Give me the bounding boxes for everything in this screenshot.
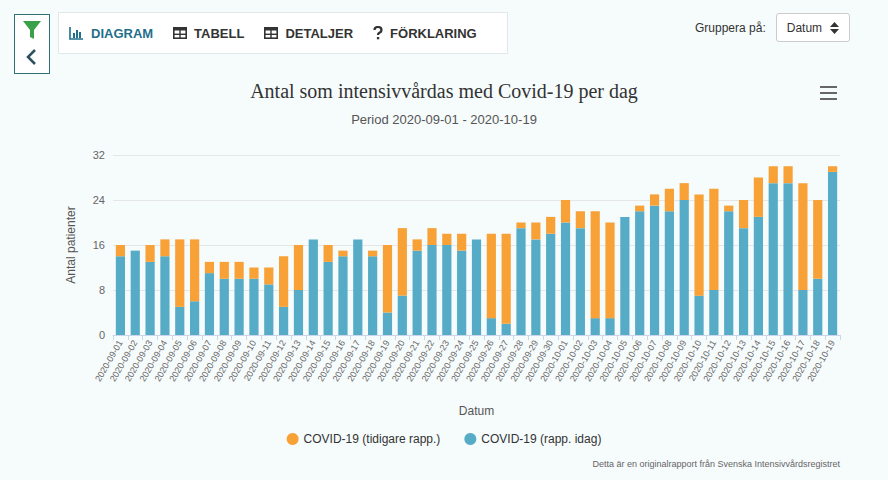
- svg-text:2020-10-02: 2020-10-02: [553, 338, 585, 384]
- svg-text:2020-10-07: 2020-10-07: [627, 338, 659, 384]
- svg-text:2020-09-03: 2020-09-03: [122, 338, 155, 384]
- svg-text:COVID-19 (tidigare rapp.): COVID-19 (tidigare rapp.): [304, 432, 441, 446]
- svg-text:2020-10-06: 2020-10-06: [612, 338, 644, 384]
- svg-text:2020-10-14: 2020-10-14: [731, 338, 763, 384]
- html-text:Gruppera på:: Gruppera på:: [695, 20, 766, 35]
- svg-text:2020-09-23: 2020-09-23: [419, 338, 452, 384]
- svg-text:Antal patienter: Antal patienter: [64, 206, 78, 283]
- svg-text:2020-09-10: 2020-09-10: [226, 338, 259, 384]
- svg-text:2020-10-18: 2020-10-18: [790, 338, 823, 384]
- svg-text:2020-09-01: 2020-09-01: [93, 338, 125, 384]
- svg-text:16: 16: [93, 239, 105, 251]
- svg-text:8: 8: [99, 284, 105, 296]
- svg-text:32: 32: [93, 149, 105, 161]
- svg-text:2020-09-19: 2020-09-19: [360, 338, 392, 384]
- svg-text:2020-09-21: 2020-09-21: [389, 338, 422, 384]
- svg-text:2020-09-26: 2020-09-26: [464, 338, 496, 384]
- html-text:Datum: Datum: [786, 20, 823, 35]
- svg-text:2020-09-08: 2020-09-08: [197, 338, 229, 384]
- svg-text:2020-09-11: 2020-09-11: [241, 338, 274, 383]
- svg-text:Period 2020-09-01 - 2020-10-19: Period 2020-09-01 - 2020-10-19: [351, 112, 537, 127]
- svg-text:2020-10-10: 2020-10-10: [671, 338, 704, 384]
- html-text:DETALJER: DETALJER: [285, 25, 354, 41]
- svg-text:2020-09-29: 2020-09-29: [508, 338, 541, 384]
- svg-text:2020-10-17: 2020-10-17: [775, 338, 808, 384]
- svg-text:2020-09-17: 2020-09-17: [330, 338, 363, 384]
- svg-text:Antal som intensivvårdas med C: Antal som intensivvårdas med Covid-19 pe…: [250, 80, 638, 103]
- svg-text:2020-09-02: 2020-09-02: [107, 338, 140, 384]
- svg-text:2020-09-12: 2020-09-12: [256, 338, 288, 384]
- svg-text:2020-10-03: 2020-10-03: [567, 338, 600, 384]
- svg-text:2020-09-30: 2020-09-30: [523, 338, 555, 384]
- svg-text:2020-09-25: 2020-09-25: [449, 338, 481, 384]
- svg-text:COVID-19 (rapp. idag): COVID-19 (rapp. idag): [481, 432, 601, 446]
- svg-text:2020-10-13: 2020-10-13: [716, 338, 748, 384]
- svg-text:2020-09-22: 2020-09-22: [404, 338, 437, 384]
- svg-text:2020-09-15: 2020-09-15: [300, 338, 333, 384]
- svg-text:Detta är en originalrapport fr: Detta är en originalrapport från Svenska…: [592, 459, 840, 469]
- svg-text:2020-09-20: 2020-09-20: [375, 338, 407, 384]
- svg-text:2020-09-05: 2020-09-05: [152, 338, 185, 384]
- svg-text:2020-10-15: 2020-10-15: [745, 338, 778, 384]
- svg-text:2020-10-05: 2020-10-05: [597, 338, 630, 384]
- svg-text:2020-09-27: 2020-09-27: [478, 338, 511, 384]
- svg-text:2020-09-13: 2020-09-13: [271, 338, 303, 384]
- svg-text:2020-09-09: 2020-09-09: [211, 338, 244, 384]
- svg-text:2020-09-06: 2020-09-06: [167, 338, 199, 384]
- svg-text:2020-09-16: 2020-09-16: [315, 338, 348, 384]
- svg-text:2020-10-16: 2020-10-16: [760, 338, 793, 384]
- svg-text:24: 24: [93, 194, 105, 206]
- svg-text:2020-10-04: 2020-10-04: [582, 338, 615, 384]
- svg-text:2020-10-01: 2020-10-01: [538, 338, 570, 384]
- svg-text:0: 0: [99, 329, 105, 341]
- html-text:FÖRKLARING: FÖRKLARING: [390, 25, 477, 41]
- svg-text:2020-09-04: 2020-09-04: [137, 338, 170, 384]
- svg-text:2020-09-14: 2020-09-14: [286, 338, 318, 384]
- svg-text:2020-10-08: 2020-10-08: [642, 338, 674, 384]
- html-text:TABELL: TABELL: [194, 25, 245, 41]
- svg-text:2020-10-11: 2020-10-11: [686, 338, 719, 383]
- html-text:DIAGRAM: DIAGRAM: [91, 25, 154, 41]
- svg-text:2020-10-09: 2020-10-09: [656, 338, 689, 384]
- svg-text:Datum: Datum: [459, 404, 494, 418]
- svg-text:2020-09-24: 2020-09-24: [434, 338, 466, 384]
- svg-text:2020-09-07: 2020-09-07: [182, 338, 214, 384]
- svg-text:2020-09-18: 2020-09-18: [345, 338, 377, 384]
- svg-text:2020-09-28: 2020-09-28: [493, 338, 526, 384]
- svg-text:2020-10-12: 2020-10-12: [701, 338, 734, 384]
- svg-text:2020-10-19: 2020-10-19: [805, 338, 837, 383]
